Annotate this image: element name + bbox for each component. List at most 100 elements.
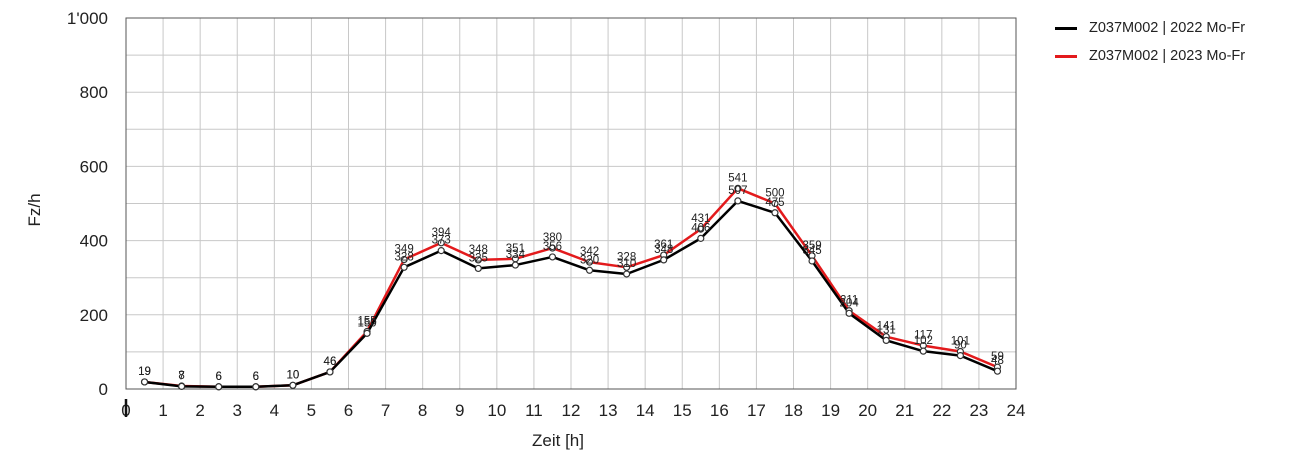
y-tick-label: 800: [80, 83, 108, 102]
data-label-2023: 8: [178, 370, 184, 382]
legend-label-2023: Z037M002 | 2023 Mo-Fr: [1089, 48, 1246, 64]
data-point-2023: [771, 199, 779, 208]
data-point-2022: [363, 329, 371, 337]
data-point-2022: [660, 256, 668, 264]
data-label-2022: 507: [728, 185, 747, 197]
x-tick-label: 7: [381, 401, 390, 420]
legend-swatch-2023: [1055, 54, 1077, 58]
data-point-2022: [511, 261, 519, 269]
x-tick-label: 18: [784, 401, 803, 420]
data-label-2022: 48: [991, 355, 1004, 367]
data-label-2023: 141: [877, 321, 896, 333]
data-label-2022: 10: [286, 369, 299, 381]
y-tick-label: 200: [80, 306, 108, 325]
series-line-2022: [144, 199, 998, 389]
x-tick-label: 2: [195, 401, 204, 420]
data-point-2022: [252, 383, 260, 391]
data-point-2022: [956, 352, 964, 360]
y-axis-ticks: 0 200 400 600 800 1'000: [67, 9, 108, 399]
data-point-2023: [548, 244, 557, 252]
x-tick-label: 3: [233, 401, 242, 420]
data-point-2022: [808, 257, 816, 265]
data-label-2023: 342: [580, 246, 599, 258]
data-point-2023: [400, 255, 408, 264]
plot-frame: [125, 17, 1017, 390]
y-axis-title: Fz/h: [25, 193, 44, 226]
x-tick-label: 14: [636, 401, 655, 420]
data-point-2023: [623, 263, 631, 271]
data-label-2023: 211: [840, 295, 858, 307]
data-label-2023: 359: [802, 240, 821, 252]
x-tick-label: 16: [710, 401, 729, 420]
data-label-2022: 356: [543, 241, 562, 253]
data-label-2023: 431: [691, 213, 710, 225]
x-axis-ticks: 0123456789101112131415161718192021222324: [121, 399, 1025, 420]
data-label-2023: 500: [765, 188, 784, 200]
data-label-2023: 10: [286, 369, 299, 381]
data-point-2022: [178, 382, 186, 391]
data-label-2022: 345: [802, 245, 821, 257]
x-tick-label: 23: [969, 401, 988, 420]
data-label-2022: 320: [580, 254, 599, 266]
x-tick-label: 17: [747, 401, 766, 420]
legend-label-2022: Z037M002 | 2022 Mo-Fr: [1089, 20, 1246, 36]
data-point-2022: [140, 378, 149, 386]
data-point-2022: [623, 270, 631, 278]
legend-item-2022: Z037M002 | 2022 Mo-Fr: [1055, 14, 1245, 42]
x-tick-label: 22: [932, 401, 951, 420]
data-label-2023: 541: [728, 172, 747, 184]
data-point-2022: [289, 381, 297, 389]
data-point-2022: [474, 264, 482, 273]
data-label-2023: 59: [991, 351, 1004, 363]
data-point-2022: [585, 266, 594, 274]
x-tick-label: 5: [307, 401, 316, 420]
data-label-2022: 325: [469, 252, 488, 264]
x-tick-label: 9: [455, 401, 464, 420]
x-axis-title: Zeit [h]: [532, 431, 584, 450]
data-label-2023: 348: [469, 244, 488, 256]
data-label-2023: 117: [914, 330, 932, 342]
data-point-2022: [215, 383, 223, 391]
data-labels: 19 7 6 6 10 46 150 328 373 325 334 356 320 310 348 406 5…: [138, 172, 1004, 382]
data-label-2022: 204: [840, 297, 860, 309]
data-point-2023: [437, 239, 445, 247]
data-label-2022: 310: [617, 258, 636, 270]
data-point-2022: [734, 197, 742, 205]
data-label-2022: 102: [914, 335, 933, 347]
data-label-2023: 361: [654, 239, 673, 251]
x-tick-label: 15: [673, 401, 692, 420]
x-tick-label: 4: [270, 401, 279, 420]
data-point-2022: [437, 247, 445, 255]
data-point-2022: [993, 367, 1002, 375]
legend-item-2023: Z037M002 | 2023 Mo-Fr: [1055, 42, 1245, 70]
y-tick-label: 600: [80, 157, 108, 176]
data-label-2022: 328: [395, 251, 414, 263]
data-label-2022: 334: [506, 249, 526, 261]
data-label-2023: 19: [138, 366, 151, 378]
data-label-2022: 373: [432, 235, 451, 247]
x-tick-label: 12: [562, 401, 581, 420]
x-tick-label: 24: [1007, 401, 1026, 420]
data-label-2022: 6: [253, 371, 259, 383]
data-point-2023: [697, 225, 705, 233]
x-tick-label: 21: [895, 401, 914, 420]
data-label-2023: 6: [253, 371, 259, 383]
data-label-2022: 131: [877, 324, 896, 336]
data-point-2022: [771, 209, 779, 217]
data-point-2022: [882, 336, 890, 344]
grid: [126, 18, 1016, 389]
data-label-2023: 155: [357, 315, 376, 327]
y-tick-label: 1'000: [67, 9, 108, 28]
data-point-2022: [845, 309, 853, 317]
data-label-2022: 406: [691, 222, 710, 234]
data-label-2022: 90: [954, 340, 967, 352]
data-label-2023: 351: [506, 243, 525, 255]
data-point-2022: [548, 253, 557, 261]
legend-swatch-2022: [1055, 26, 1077, 30]
x-tick-label: 11: [525, 401, 543, 420]
data-label-2023: 46: [324, 356, 337, 368]
data-label-2022: 46: [324, 356, 337, 368]
data-point-2022: [400, 263, 408, 271]
data-label-2022: 6: [216, 371, 222, 383]
x-tick-label: 8: [418, 401, 427, 420]
